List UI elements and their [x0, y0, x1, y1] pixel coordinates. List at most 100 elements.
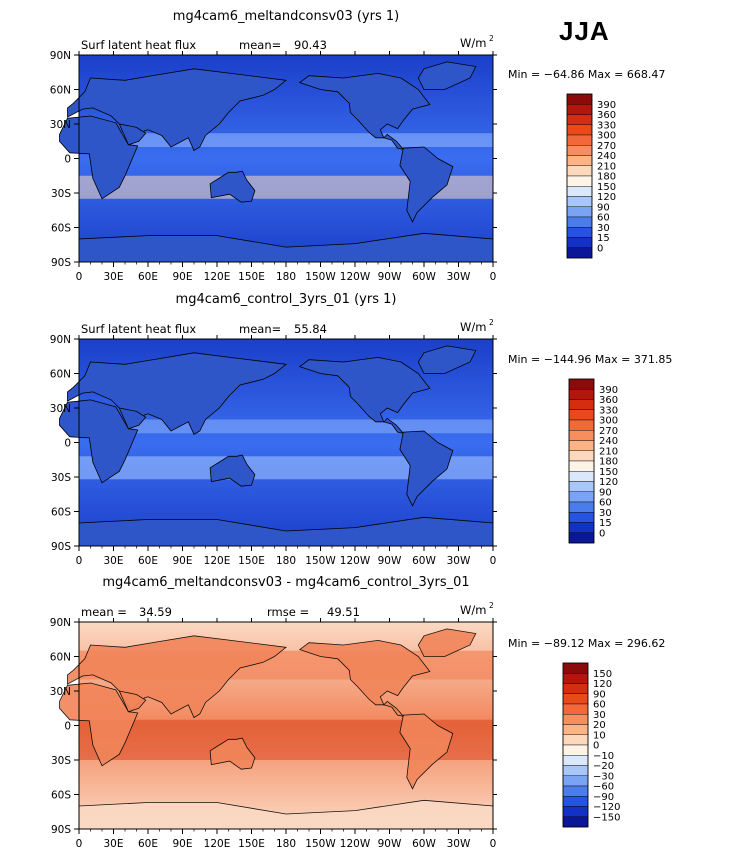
min-max-label: Min = −89.12 Max = 296.62 [508, 637, 665, 650]
colorbar-label: 120 [593, 679, 612, 690]
colorbar-swatch [562, 806, 589, 817]
y-tick-label: 30S [51, 755, 71, 767]
x-tick-label: 120W [340, 271, 371, 283]
colorbar-swatch [568, 501, 595, 513]
mean-value: 55.84 [294, 322, 327, 336]
x-tick-label: 30E [104, 271, 124, 283]
colorbar-label: 240 [597, 151, 616, 162]
x-tick-label: 150E [238, 838, 265, 850]
y-tick-label: 30N [50, 403, 71, 415]
rmse-label: rmse = [267, 605, 309, 619]
y-tick-label: 30N [50, 119, 71, 131]
x-tick-label: 0 [76, 838, 83, 850]
colorbar-label: 360 [599, 395, 618, 406]
panel-title: mg4cam6_meltandconsv03 - mg4cam6_control… [102, 575, 469, 590]
colorbar-swatch [562, 662, 589, 674]
colorbar-swatch [566, 155, 593, 166]
colorbar-swatch [568, 419, 595, 431]
colorbar-swatch [568, 440, 595, 451]
colorbar-label: 15 [599, 518, 612, 529]
colorbar-swatch [566, 93, 593, 105]
colorbar-label: 120 [599, 477, 618, 488]
colorbar-label: 60 [599, 498, 612, 509]
field-band [79, 456, 493, 480]
colorbar-frame [568, 378, 595, 544]
field-label: Surf latent heat flux [81, 38, 196, 52]
mean-value: 90.43 [294, 38, 327, 52]
colorbar-swatch [568, 471, 595, 482]
south-america-landmass [399, 430, 454, 507]
colorbar-swatch [568, 460, 595, 472]
colorbar-label: −60 [593, 782, 614, 793]
colorbar-label: 15 [597, 233, 610, 244]
y-tick-label: 90S [51, 541, 71, 553]
y-tick-label: 60N [50, 369, 71, 381]
colorbar-label: 60 [597, 213, 610, 224]
colorbar-swatch [562, 683, 589, 694]
colorbar-label: −120 [593, 802, 620, 813]
x-tick-label: 0 [490, 555, 497, 567]
rmse-value: 49.51 [327, 605, 360, 619]
panel-title: mg4cam6_control_3yrs_01 (yrs 1) [176, 292, 397, 307]
colorbar-swatch [562, 714, 589, 725]
season-label: JJA [559, 16, 610, 46]
x-tick-label: 0 [76, 555, 83, 567]
colorbar-label: 0 [597, 243, 603, 254]
x-tick-label: 180 [276, 271, 296, 283]
australia-landmass [209, 737, 256, 770]
colorbar-label: 330 [599, 405, 618, 416]
colorbar-label: 90 [593, 689, 606, 700]
x-tick-label: 90E [173, 555, 193, 567]
y-tick-label: 30S [51, 188, 71, 200]
units-label: W/m [460, 320, 486, 334]
colorbar-swatch [568, 532, 595, 544]
x-tick-label: 60W [412, 555, 436, 567]
arabia-landmass [118, 123, 147, 146]
australia-landmass [209, 454, 256, 487]
x-tick-label: 0 [490, 271, 497, 283]
colorbar-swatch [566, 206, 593, 218]
y-tick-label: 60N [50, 85, 71, 97]
y-tick-label: 0 [64, 154, 71, 166]
map-panel: mg4cam6_meltandconsv03 - mg4cam6_control… [50, 575, 666, 850]
field-label: Surf latent heat flux [81, 322, 196, 336]
colorbar-swatch [568, 399, 595, 410]
greenland-landmass [417, 628, 477, 657]
colorbar-swatch [568, 378, 595, 390]
colorbar-swatch [566, 247, 593, 259]
colorbar-label: 60 [593, 700, 606, 711]
colorbar-swatch [566, 134, 593, 146]
x-tick-label: 150E [238, 271, 265, 283]
colorbar-label: 270 [599, 426, 618, 437]
y-tick-label: 60S [51, 507, 71, 519]
colorbar-swatch [566, 124, 593, 136]
colorbar-frame [566, 93, 593, 259]
x-tick-label: 180 [276, 555, 296, 567]
colorbar-label: 0 [593, 741, 599, 752]
x-tick-label: 90W [378, 271, 402, 283]
colorbar-swatch [562, 765, 589, 776]
y-tick-label: 90N [50, 334, 71, 346]
arabia-landmass [118, 690, 147, 713]
y-tick-label: 0 [64, 438, 71, 450]
colorbar-swatch [568, 481, 595, 492]
colorbar-swatch [566, 186, 593, 197]
colorbar-label: 30 [599, 508, 612, 519]
x-tick-label: 30W [447, 555, 471, 567]
mean-label: mean= [239, 38, 281, 52]
x-tick-label: 150E [238, 555, 265, 567]
x-tick-label: 0 [490, 838, 497, 850]
colorbar-label: 210 [599, 446, 618, 457]
south-america-landmass [399, 713, 454, 790]
colorbar-swatch [566, 114, 593, 125]
units-label: W/m [460, 36, 486, 50]
colorbar-swatch [568, 389, 595, 400]
colorbar-label: −30 [593, 771, 614, 782]
x-tick-label: 90W [378, 838, 402, 850]
colorbar-label: 390 [597, 100, 616, 111]
colorbar-label: 120 [597, 192, 616, 203]
y-tick-label: 0 [64, 721, 71, 733]
colorbar-swatch [562, 816, 589, 828]
